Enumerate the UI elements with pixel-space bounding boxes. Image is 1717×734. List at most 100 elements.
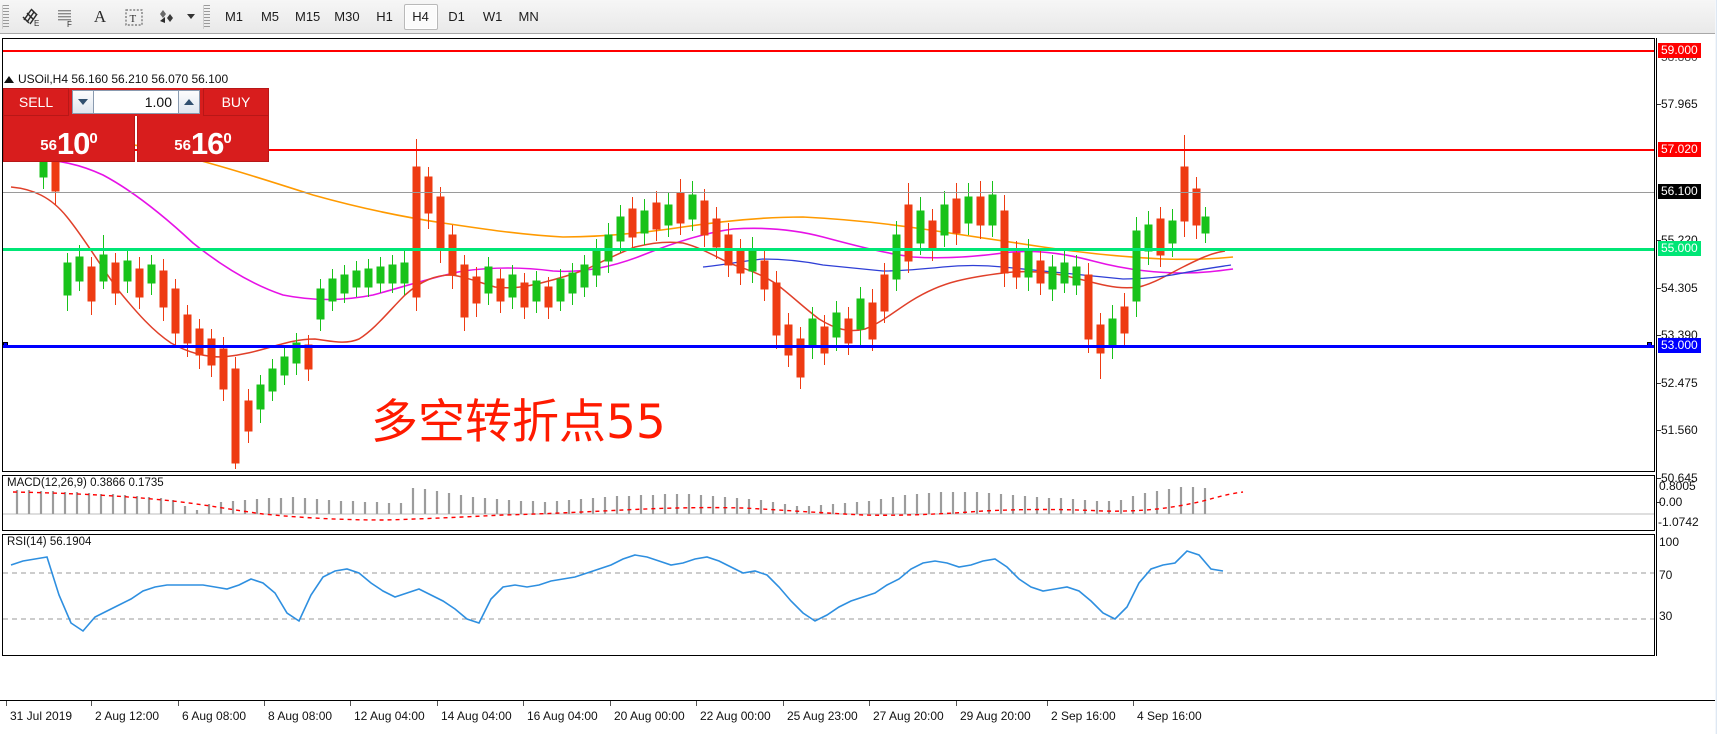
candle-series bbox=[39, 135, 1210, 469]
price-tick-50645: 50.645 bbox=[1661, 471, 1698, 485]
macd-axis-tick-mark bbox=[1657, 502, 1661, 503]
time-axis-tick-mark bbox=[869, 701, 870, 706]
volume-decrement-button[interactable] bbox=[72, 90, 94, 114]
timeframe-h1[interactable]: H1 bbox=[376, 9, 393, 24]
toolbar-grip[interactable] bbox=[2, 4, 9, 29]
timeframe-mn[interactable]: MN bbox=[518, 9, 539, 24]
time-axis-tick-mark bbox=[610, 701, 611, 706]
time-axis-label: 6 Aug 08:00 bbox=[182, 709, 247, 723]
trade-panel-top-row: SELL 1.00 BUY bbox=[3, 88, 269, 116]
price-pane[interactable]: 多空转折点55 bbox=[2, 38, 1655, 472]
ma-blue-line bbox=[702, 258, 1232, 280]
rsi-pane[interactable]: RSI(14) 56.1904 bbox=[2, 534, 1655, 656]
price-axis-tick-mark bbox=[1657, 288, 1661, 289]
buy-button[interactable]: BUY bbox=[203, 88, 269, 116]
buy-price-display[interactable]: 56 16 0 bbox=[137, 116, 269, 162]
price-axis-tick-mark bbox=[1657, 383, 1661, 384]
level-line-resistance-59[interactable] bbox=[3, 50, 1654, 52]
price-chip-resistance-59[interactable]: 59.000 bbox=[1658, 43, 1701, 58]
indicators-list-icon[interactable]: F bbox=[49, 2, 83, 32]
timeframe-m15[interactable]: M15 bbox=[295, 9, 321, 24]
rsi-legend: RSI(14) 56.1904 bbox=[7, 536, 92, 548]
price-tick-54305: 54.305 bbox=[1661, 281, 1698, 295]
ma-magenta-line bbox=[12, 158, 1234, 301]
price-chip-support-53[interactable]: 53.000 bbox=[1658, 338, 1701, 353]
collapse-triangle-icon[interactable] bbox=[4, 75, 14, 83]
time-axis-tick-mark bbox=[956, 701, 957, 706]
chevron-down-icon bbox=[78, 99, 88, 105]
rsi-line bbox=[10, 550, 1224, 633]
svg-text:T: T bbox=[130, 13, 137, 25]
svg-text:F: F bbox=[67, 20, 72, 28]
price-axis-tick-mark bbox=[1657, 240, 1661, 241]
time-axis-label: 20 Aug 00:00 bbox=[614, 709, 685, 723]
time-axis-label: 4 Sep 16:00 bbox=[1137, 709, 1202, 723]
time-axis-tick-mark bbox=[783, 701, 784, 706]
timeframe-m30[interactable]: M30 bbox=[334, 9, 360, 24]
level-line-bid-56 bbox=[3, 192, 1654, 193]
timeframe-m1[interactable]: M1 bbox=[224, 9, 244, 24]
time-axis-label: 12 Aug 04:00 bbox=[354, 709, 425, 723]
time-axis-label: 14 Aug 04:00 bbox=[441, 709, 512, 723]
macd-plot bbox=[3, 487, 1654, 521]
svg-text:E: E bbox=[34, 19, 39, 28]
time-axis-tick-mark bbox=[264, 701, 265, 706]
time-axis-label: 2 Sep 16:00 bbox=[1051, 709, 1116, 723]
rsi-tick-30: 30 bbox=[1659, 609, 1673, 623]
objects-icon[interactable] bbox=[151, 2, 185, 32]
expert-advisor-icon[interactable]: E bbox=[15, 2, 49, 32]
macd-signal-line bbox=[12, 491, 1244, 521]
sell-price-display[interactable]: 56 10 0 bbox=[3, 116, 135, 162]
macd-legend: MACD(12,26,9) 0.3866 0.1735 bbox=[7, 477, 164, 489]
text-label-icon[interactable]: A bbox=[93, 6, 107, 26]
price-chip-current-bid[interactable]: 56.100 bbox=[1658, 184, 1701, 199]
timeframe-h4[interactable]: H4 bbox=[403, 3, 438, 30]
one-click-trading-panel[interactable]: SELL 1.00 BUY 56 10 0 bbox=[3, 88, 269, 162]
time-axis-tick-mark bbox=[91, 701, 92, 706]
objects-dropdown-caret-icon[interactable] bbox=[187, 14, 195, 19]
price-chip-support-55[interactable]: 55.000 bbox=[1658, 241, 1701, 256]
price-axis-tick-mark bbox=[1657, 104, 1661, 105]
macd-tick-min: -1.0742 bbox=[1658, 515, 1699, 529]
chart-container[interactable]: USOil,H4 56.160 56.210 56.070 56.100 bbox=[0, 34, 1717, 700]
volume-increment-button[interactable] bbox=[178, 90, 200, 114]
trade-panel-price-row: 56 10 0 56 16 0 bbox=[3, 116, 269, 162]
sell-price-pips: 10 bbox=[56, 126, 90, 161]
level-line-resistance-57[interactable] bbox=[3, 149, 1654, 151]
chevron-up-icon bbox=[184, 99, 194, 105]
price-chip-resistance-57[interactable]: 57.020 bbox=[1658, 142, 1701, 157]
level-line-support-53[interactable] bbox=[3, 345, 1654, 348]
sell-price-fraction: 0 bbox=[89, 130, 98, 147]
time-axis-label: 31 Jul 2019 bbox=[10, 709, 73, 723]
chart-annotation-text[interactable]: 多空转折点55 bbox=[371, 395, 666, 450]
text-box-icon[interactable]: T bbox=[117, 2, 151, 32]
time-axis-tick-mark bbox=[523, 701, 524, 706]
price-plot bbox=[10, 135, 1234, 469]
timeframe-m5[interactable]: M5 bbox=[260, 9, 280, 24]
rsi-tick-100: 100 bbox=[1659, 535, 1680, 549]
time-axis[interactable]: 31 Jul 2019 2 Aug 12:00 6 Aug 08:00 8 Aug 0… bbox=[0, 700, 1717, 734]
price-axis-tick-mark bbox=[1657, 430, 1661, 431]
price-axis[interactable]: 58.880 57.965 55.220 54.305 53.390 52.47… bbox=[1656, 38, 1715, 656]
sell-button[interactable]: SELL bbox=[3, 88, 69, 116]
time-axis-label: 22 Aug 00:00 bbox=[700, 709, 771, 723]
time-axis-label: 27 Aug 20:00 bbox=[873, 709, 944, 723]
rsi-tick-70: 70 bbox=[1659, 568, 1673, 582]
volume-input[interactable]: 1.00 bbox=[94, 90, 178, 114]
time-axis-tick-mark bbox=[437, 701, 438, 706]
buy-price-pips: 16 bbox=[190, 126, 224, 161]
rsi-plot bbox=[3, 550, 1654, 633]
buy-price-fraction: 0 bbox=[223, 130, 232, 147]
price-tick-57965: 57.965 bbox=[1661, 97, 1698, 111]
timeframe-d1[interactable]: D1 bbox=[448, 9, 465, 24]
price-axis-tick-mark bbox=[1657, 478, 1661, 479]
level-line-support-55[interactable] bbox=[3, 248, 1654, 251]
timeframe-toolbar-grip[interactable] bbox=[203, 4, 210, 29]
volume-stepper[interactable]: 1.00 bbox=[69, 88, 203, 116]
price-tick-52475: 52.475 bbox=[1661, 376, 1698, 390]
macd-pane[interactable]: MACD(12,26,9) 0.3866 0.1735 bbox=[2, 475, 1655, 531]
time-axis-label: 29 Aug 20:00 bbox=[960, 709, 1031, 723]
time-axis-tick-mark bbox=[350, 701, 351, 706]
timeframe-w1[interactable]: W1 bbox=[482, 9, 503, 24]
